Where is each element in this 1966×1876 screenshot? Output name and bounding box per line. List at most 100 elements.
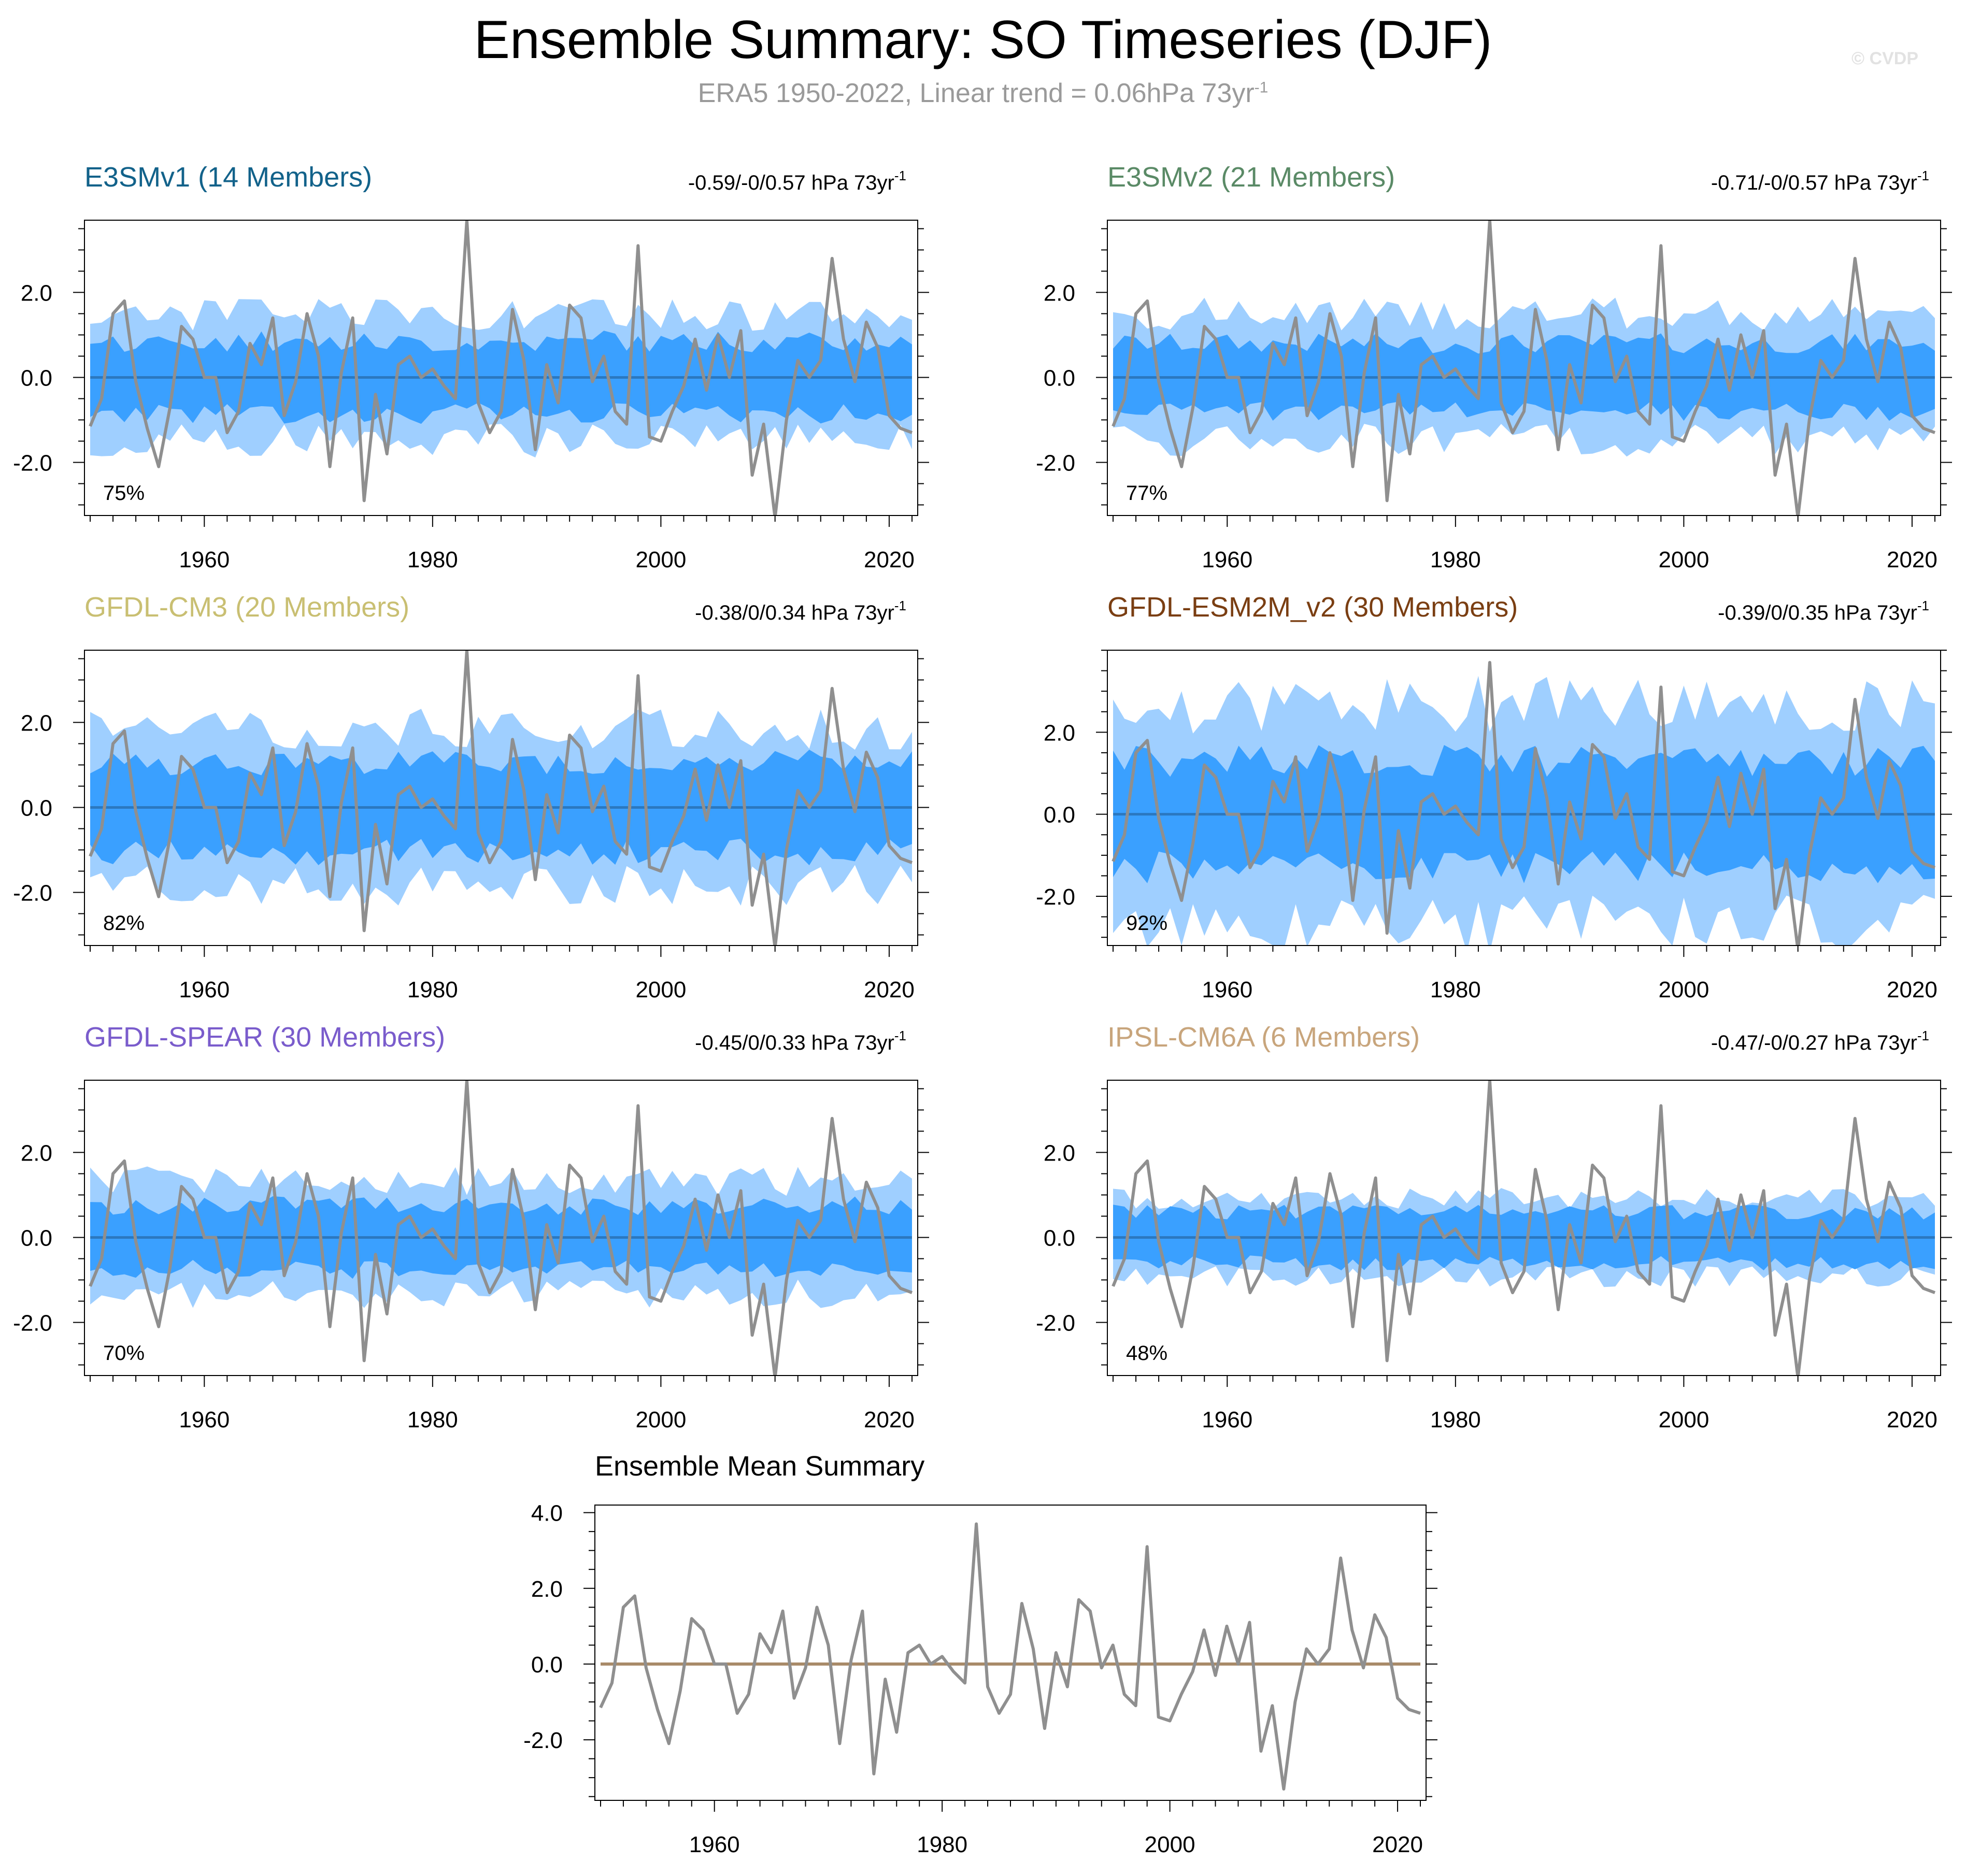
plot-frame	[594, 1505, 1427, 1801]
y-tick-label: 0.0	[531, 1652, 563, 1678]
panel-title: GFDL-SPEAR (30 Members)	[84, 1022, 445, 1053]
trend-value: -0.47/-0/0.27 hPa 73yr	[1711, 1032, 1917, 1054]
percent-label: 48%	[1126, 1342, 1167, 1365]
y-tick-label: 0.0	[21, 365, 52, 391]
x-tick-label: 2000	[1658, 1407, 1709, 1433]
percent-label: 70%	[103, 1342, 145, 1365]
x-tick-label: 2020	[1372, 1832, 1423, 1857]
y-tick-label: 2.0	[21, 1140, 52, 1166]
x-tick-label: 1960	[689, 1832, 740, 1857]
trend-exponent: -1	[894, 598, 906, 613]
y-tick-label: 2.0	[21, 710, 52, 736]
trend-label: -0.47/-0/0.27 hPa 73yr-1	[1711, 1028, 1929, 1054]
y-tick-label: 0.0	[21, 1225, 52, 1251]
y-tick-label: 0.0	[1044, 1225, 1075, 1251]
trend-exponent: -1	[1917, 1028, 1929, 1043]
y-tick-label: 0.0	[21, 795, 52, 821]
x-tick-label: 1980	[1430, 1407, 1481, 1433]
plot-area	[599, 1522, 1421, 1791]
y-tick-label: 4.0	[531, 1501, 563, 1526]
x-tick-label: 2020	[1887, 977, 1937, 1003]
figure-title: Ensemble Summary: SO Timeseries (DJF)	[474, 10, 1492, 70]
trend-label: -0.39/0/0.35 hPa 73yr-1	[1718, 598, 1929, 624]
panel-e3smv1: -2.0 0.0 2.0 1960 1980 2000 2020 E3SMv1 (14 Mem…	[13, 162, 929, 572]
trend-label: -0.71/-0/0.57 hPa 73yr-1	[1711, 168, 1929, 194]
x-tick-label: 1980	[1430, 547, 1481, 572]
x-tick-label: 1960	[1202, 977, 1252, 1003]
y-tick-label: 2.0	[531, 1577, 563, 1602]
observed-timeseries-line	[89, 1080, 913, 1376]
y-tick-label: -2.0	[13, 1310, 52, 1336]
observed-timeseries-line	[89, 650, 913, 946]
panel-title: Ensemble Mean Summary	[595, 1451, 924, 1482]
x-tick-label: 2020	[864, 1407, 915, 1433]
x-tick-label: 1960	[179, 1407, 230, 1433]
percent-label: 92%	[1126, 912, 1167, 935]
y-tick-label: 2.0	[21, 280, 52, 306]
panel-e3smv2: -2.0 0.0 2.0 1960 1980 2000 2020 E3SMv2 (21 Mem…	[1036, 162, 1952, 572]
trend-value: -0.45/0/0.33 hPa 73yr	[695, 1032, 894, 1054]
y-tick-label: 2.0	[1044, 1140, 1075, 1166]
panel-ensemble-mean: -2.0 0.0 2.0 4.0 1960 1980 2000 2020 Ensemble Me…	[523, 1451, 1437, 1857]
x-tick-label: 1980	[407, 1407, 458, 1433]
plot-area	[89, 650, 913, 946]
plot-area	[1112, 220, 1936, 515]
x-tick-label: 2000	[1658, 977, 1709, 1003]
y-tick-label: 0.0	[1044, 803, 1075, 828]
figure-subtitle: ERA5 1950-2022, Linear trend = 0.06hPa 7…	[0, 78, 1966, 109]
panel-gfdl-spear: -2.0 0.0 2.0 1960 1980 2000 2020 GFDL-SPEAR (30…	[13, 1022, 929, 1433]
x-tick-label: 1980	[917, 1832, 967, 1857]
subtitle-exponent: -1	[1254, 79, 1269, 96]
y-tick-label: 2.0	[1044, 280, 1075, 306]
x-tick-label: 2000	[635, 547, 686, 572]
cvdp-watermark: © CVDP	[1851, 49, 1918, 68]
trend-value: -0.38/0/0.34 hPa 73yr	[695, 602, 894, 624]
x-tick-label: 1960	[179, 547, 230, 572]
x-tick-label: 2000	[1145, 1832, 1195, 1857]
x-tick-label: 1960	[1202, 1407, 1252, 1433]
trend-exponent: -1	[1917, 168, 1929, 183]
plot-area	[89, 220, 913, 515]
y-tick-label: 0.0	[1044, 365, 1075, 391]
trend-value: -0.39/0/0.35 hPa 73yr	[1718, 602, 1917, 624]
percent-label: 75%	[103, 482, 145, 505]
y-tick-label: -2.0	[1036, 450, 1075, 476]
plot-area	[1112, 661, 1936, 946]
x-tick-label: 2020	[1887, 547, 1937, 572]
trend-exponent: -1	[894, 1028, 906, 1043]
observed-timeseries-line	[89, 220, 913, 515]
plot-area	[1112, 1080, 1936, 1376]
observed-timeseries-line	[599, 1522, 1421, 1791]
panel-title: GFDL-ESM2M_v2 (30 Members)	[1107, 592, 1518, 623]
y-tick-label: -2.0	[13, 880, 52, 906]
x-tick-label: 2000	[1658, 547, 1709, 572]
panel-title: IPSL-CM6A (6 Members)	[1107, 1022, 1420, 1053]
panel-ipsl-cm6a: -2.0 0.0 2.0 1960 1980 2000 2020 IPSL-CM6A (6 M…	[1036, 1022, 1952, 1433]
y-tick-label: -2.0	[13, 450, 52, 476]
subtitle-text: ERA5 1950-2022, Linear trend = 0.06hPa 7…	[697, 78, 1255, 108]
percent-label: 82%	[103, 912, 145, 935]
panel-title: E3SMv2 (21 Members)	[1107, 162, 1395, 193]
x-tick-label: 1960	[179, 977, 230, 1003]
trend-label: -0.38/0/0.34 hPa 73yr-1	[695, 598, 906, 624]
x-tick-label: 1960	[1202, 547, 1252, 572]
trend-exponent: -1	[1917, 598, 1929, 613]
x-tick-label: 2020	[864, 977, 915, 1003]
trend-label: -0.59/-0/0.57 hPa 73yr-1	[688, 168, 906, 194]
observed-timeseries-line	[1112, 661, 1936, 946]
observed-timeseries-line	[1112, 220, 1936, 515]
y-tick-label: -2.0	[1036, 1310, 1075, 1336]
y-tick-label: 2.0	[1044, 720, 1075, 746]
plot-area	[89, 1080, 913, 1376]
observed-timeseries-line	[1112, 1080, 1936, 1376]
trend-exponent: -1	[894, 168, 906, 183]
panel-title: GFDL-CM3 (20 Members)	[84, 592, 409, 623]
percent-label: 77%	[1126, 482, 1167, 505]
x-tick-label: 2000	[635, 1407, 686, 1433]
trend-label: -0.45/0/0.33 hPa 73yr-1	[695, 1028, 906, 1054]
panel-title: E3SMv1 (14 Members)	[84, 162, 372, 193]
y-tick-label: -2.0	[523, 1728, 563, 1753]
x-tick-label: 2020	[864, 547, 915, 572]
x-tick-label: 1980	[407, 547, 458, 572]
